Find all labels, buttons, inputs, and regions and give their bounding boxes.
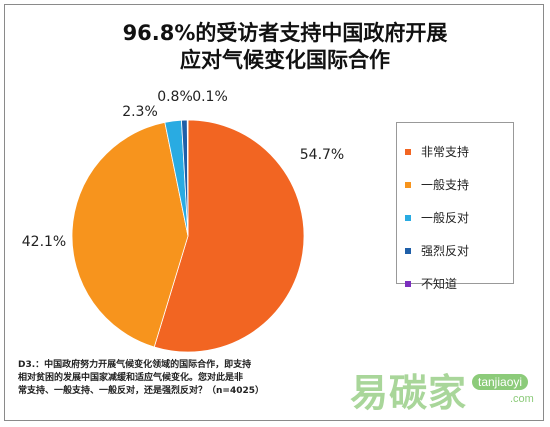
legend-item: 强烈反对 — [405, 234, 513, 267]
pie-slice — [186, 119, 189, 237]
slice-value-label: 0.8% — [157, 89, 193, 105]
footnote-line: D3.：中国政府努力开展气候变化领域的国际合作，即支持 — [18, 360, 252, 370]
watermark-com: .com — [510, 393, 534, 405]
legend-label: 一般反对 — [421, 211, 470, 225]
watermark-cn: 易碳家 — [350, 371, 468, 415]
legend-swatch — [405, 247, 411, 254]
legend-item: 不知道 — [405, 267, 513, 300]
slice-value-label: 2.3% — [122, 104, 158, 120]
legend-swatch — [405, 148, 411, 155]
legend-label: 一般支持 — [421, 178, 470, 192]
legend: 非常支持 一般支持 一般反对 强烈反对 不知道 — [396, 122, 514, 291]
legend-item: 一般反对 — [405, 201, 513, 234]
chart-title: 96.8%的受访者支持中国政府开展 应对气候变化国际合作 — [120, 20, 450, 74]
footnote-line: 相对贫困的发展中国家减缓和适应气候变化。您对此是非 — [18, 373, 244, 383]
legend-swatch — [405, 214, 411, 221]
legend-swatch — [405, 181, 411, 188]
legend-label: 强烈反对 — [421, 244, 470, 258]
legend-label: 非常支持 — [421, 145, 470, 159]
watermark-logo: 易碳家 tanjiaoyi .com — [350, 360, 540, 418]
legend-item: 非常支持 — [405, 135, 513, 168]
survey-footnote: D3.：中国政府努力开展气候变化领域的国际合作，即支持 相对贫困的发展中国家减缓… — [18, 359, 318, 398]
slice-value-label: 42.1% — [22, 234, 66, 250]
slice-value-label: 54.7% — [300, 147, 344, 163]
slice-value-label: 0.1% — [192, 89, 228, 105]
legend-item: 一般支持 — [405, 168, 513, 201]
pie-slice — [153, 119, 305, 353]
pie-slice — [71, 121, 189, 348]
legend-swatch — [405, 280, 411, 287]
watermark-en: tanjiaoyi — [472, 374, 529, 390]
legend-label: 不知道 — [421, 277, 458, 291]
chart-title-line-1: 96.8%的受访者支持中国政府开展 — [122, 21, 448, 45]
footnote-line: 常支持、一般支持、一般反对，还是强烈反对？（n=4025） — [18, 386, 264, 396]
chart-title-line-2: 应对气候变化国际合作 — [180, 48, 390, 72]
